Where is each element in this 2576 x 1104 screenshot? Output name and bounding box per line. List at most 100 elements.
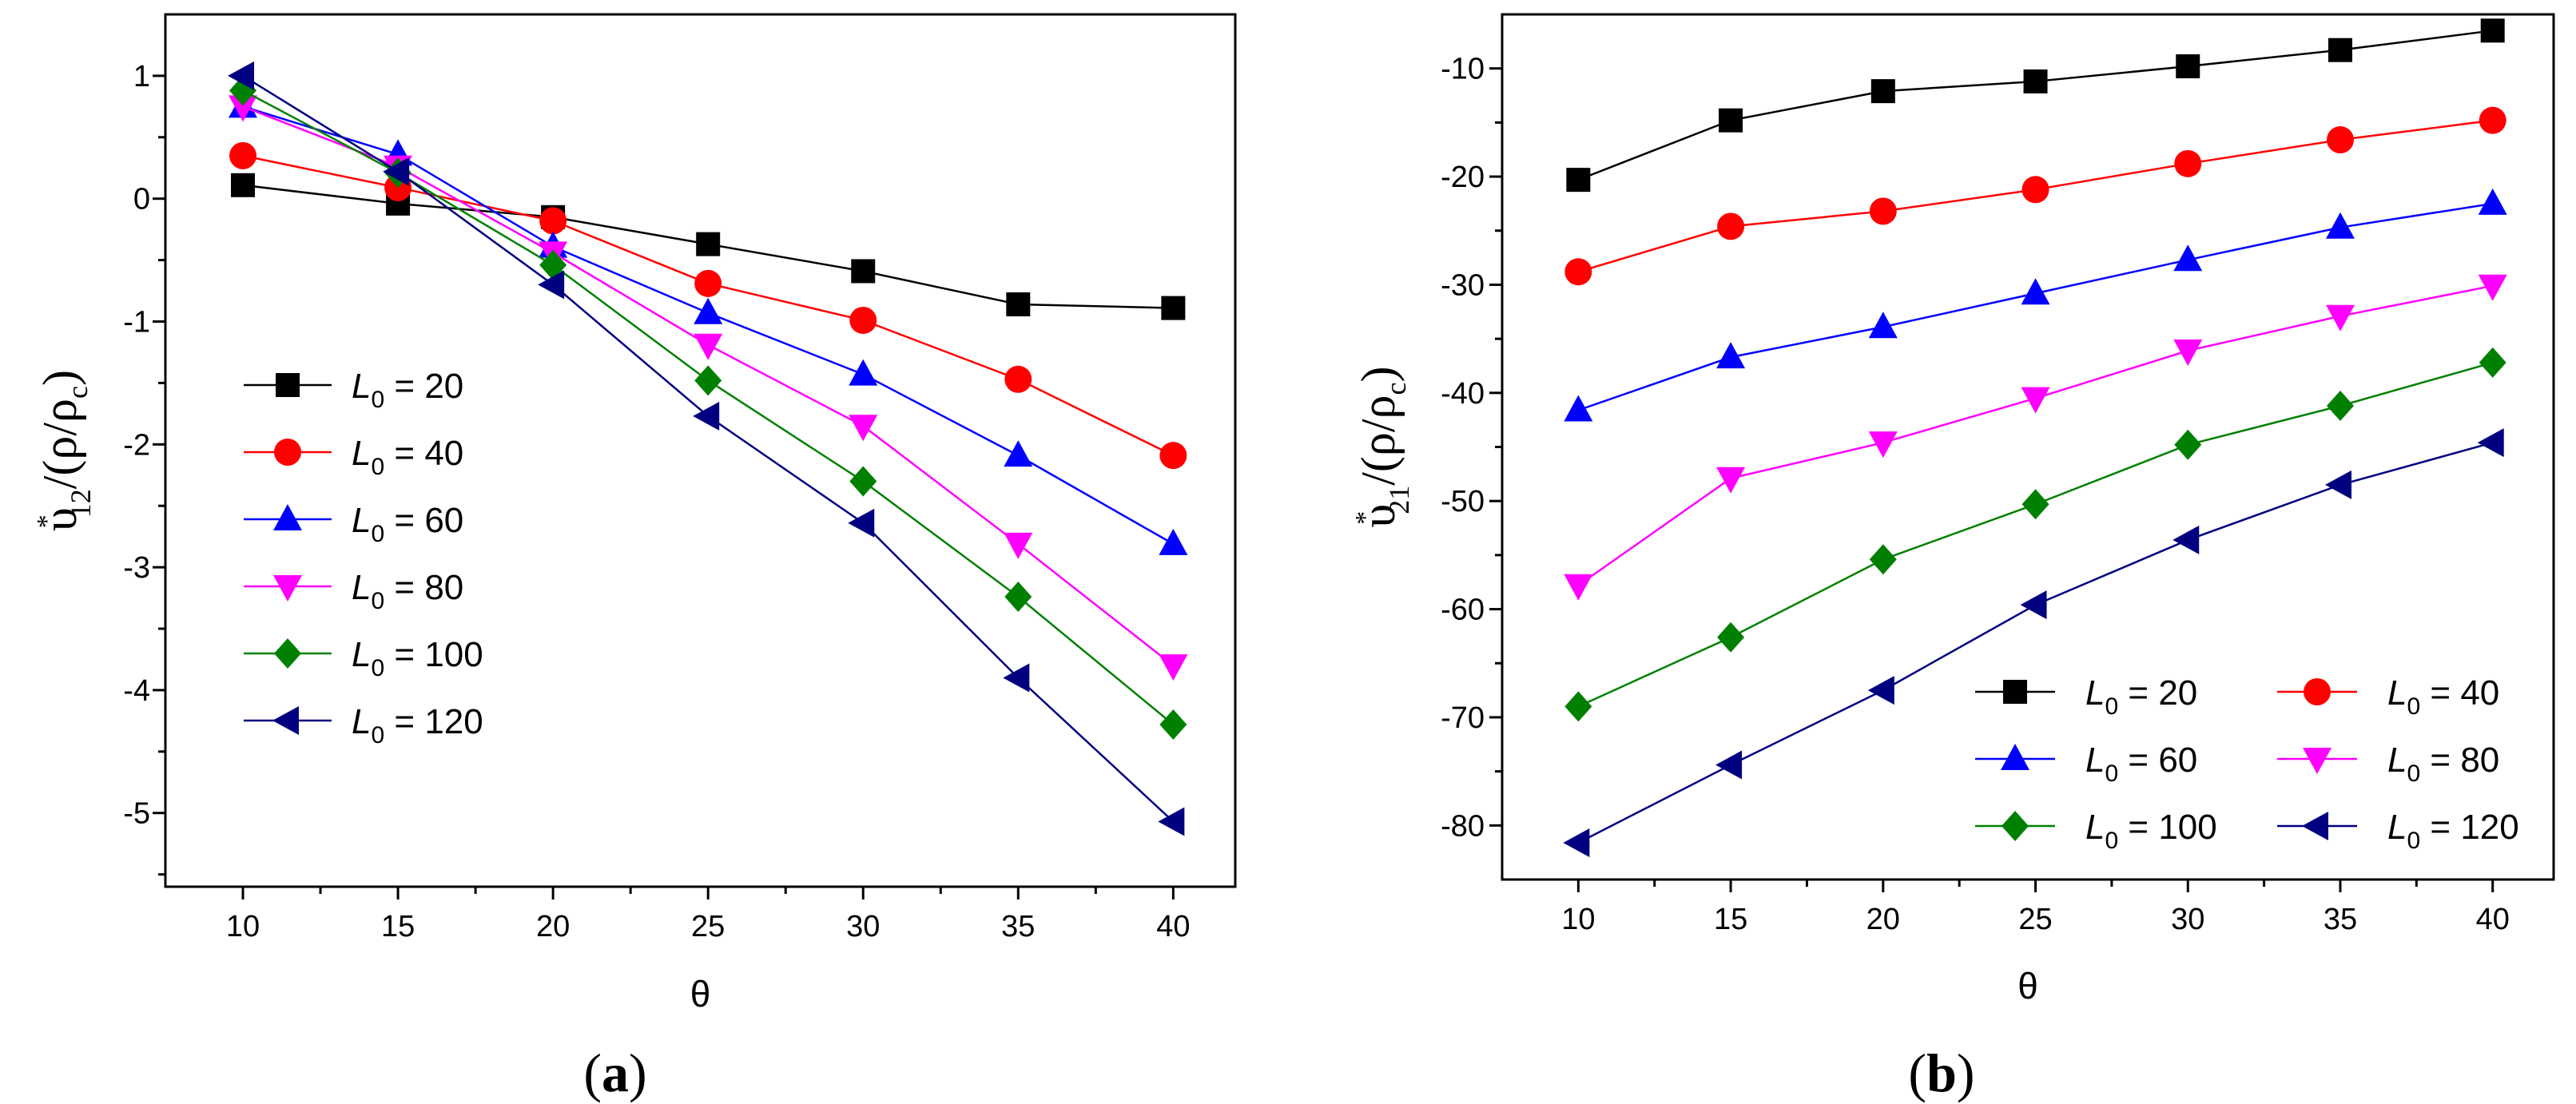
panel-b-data-point <box>1719 108 1743 133</box>
panel-b-data-point <box>2478 188 2507 215</box>
panel-b-data-point <box>2021 489 2049 520</box>
panel-b-legend: L0 = 20 L0 = 40 L0 = 60 L0 = 80 L0 = 100 L0 =… <box>1975 673 2519 854</box>
panel-b-data-point <box>1870 79 1895 104</box>
panel-a-data-point <box>229 95 258 122</box>
panel-b-x-tick-label: 25 <box>2018 903 2052 936</box>
panel-b-data-point <box>2326 391 2354 422</box>
panel-b-data-point <box>2324 470 2351 499</box>
panel-b-y-tick-label: -80 <box>1441 809 1485 843</box>
panel-a-data-point <box>539 249 567 280</box>
panel-a-data-point <box>694 297 723 324</box>
panel-a-y-tick-label: -3 <box>123 551 150 585</box>
panel-b-data-point <box>1564 574 1593 601</box>
panel-a-y-tick-label: -4 <box>123 674 150 708</box>
panel-b-legend-label: L0 = 40 <box>2387 673 2499 720</box>
panel-b-data-point <box>2325 212 2355 239</box>
panel-a-legend-entry: L0 = 60 <box>244 501 463 547</box>
panel-a-data-point <box>229 141 257 169</box>
panel-a-data-point <box>851 259 876 284</box>
panel-a-series-3 <box>229 91 1188 555</box>
panel-a-data-point <box>1004 365 1032 393</box>
panel-b-data-point <box>2176 54 2200 78</box>
panel-b-series-4 <box>1564 274 2507 601</box>
panel-b-data-point <box>2479 347 2506 378</box>
panel-b-y-tick-label: -10 <box>1441 53 1485 86</box>
panel-a-legend-marker <box>272 706 299 735</box>
panel-a-y-tick-label: -2 <box>123 428 150 462</box>
panel-a-series-line <box>242 74 1175 823</box>
panel-b-data-point <box>1867 676 1894 705</box>
panel-b-legend-entry: L0 = 60 <box>1975 741 2197 787</box>
panel-a-data-point <box>1158 807 1185 836</box>
panel-a-data-point <box>1159 442 1187 470</box>
panel-b-legend-entry: L0 = 40 <box>2277 673 2499 720</box>
panel-a-x-tick-label: 15 <box>381 910 415 943</box>
panel-b-series-3 <box>1564 188 2507 422</box>
panel-b-data-point <box>1717 621 1745 653</box>
panel-b-legend-marker <box>2302 812 2328 840</box>
panel-b-data-point <box>2173 244 2203 272</box>
panel-a-y-tick-label: 0 <box>133 183 150 216</box>
panel-b-series-line <box>1577 202 2493 411</box>
panel-b-data-point <box>2174 149 2202 177</box>
panel-b-series-5 <box>1564 347 2506 722</box>
panel-a-data-point <box>539 207 567 235</box>
panel-a-legend-label: L0 = 60 <box>352 501 463 547</box>
panel-a-x-tick-label: 10 <box>226 910 260 943</box>
panel-a-data-point <box>1006 292 1031 316</box>
panel-b-data-point <box>1716 342 1746 369</box>
panel-a-legend-marker <box>274 439 301 466</box>
panel-a-data-point <box>1004 440 1033 467</box>
panel-b-legend-label: L0 = 120 <box>2387 808 2519 854</box>
panel-b-data-point <box>2325 304 2355 332</box>
panel-a-data-point <box>228 61 255 90</box>
panel-b-y-tick-label: -30 <box>1441 268 1485 302</box>
panel-b-data-point <box>2023 69 2048 93</box>
panel-b-series-2 <box>1564 106 2506 286</box>
panel-b-data-point <box>1716 467 1746 494</box>
panel-b-series-6 <box>1563 428 2504 857</box>
panel-b-x-tick-label: 15 <box>1714 903 1747 936</box>
panel-a-legend-marker <box>276 373 300 397</box>
panel-a-data-point <box>849 359 878 386</box>
panel-b-legend-entry: L0 = 80 <box>2277 741 2499 787</box>
panel-a-series-1 <box>231 173 1186 320</box>
panel-a-data-point <box>849 415 878 442</box>
panel-b-legend-label: L0 = 100 <box>2085 808 2217 854</box>
panel-b-legend-marker <box>2001 744 2029 770</box>
panel-a-series-6 <box>228 61 1185 836</box>
panel-a-x-tick-label: 35 <box>1001 910 1035 943</box>
panel-a-data-point <box>1004 582 1032 613</box>
panel-b-data-point <box>2326 126 2354 154</box>
panel-b-data-point <box>1563 828 1590 857</box>
panel-b-data-point <box>2173 525 2200 554</box>
panel-b-data-point <box>1715 750 1743 780</box>
panel-a-data-point <box>848 508 875 538</box>
panel-b-x-tick-label: 10 <box>1561 903 1595 936</box>
panel-b-data-point <box>2021 176 2049 204</box>
panel-a-legend-entry: L0 = 40 <box>244 434 463 480</box>
panel-b-y-axis-label: υ*21/(ρ/ρc) <box>1350 367 1415 528</box>
panel-a-y-tick-label: -5 <box>123 797 150 831</box>
panel-b-data-point <box>1564 258 1592 286</box>
panel-b-x-tick-label: 35 <box>2324 903 2357 936</box>
panel-b-legend-entry: L0 = 100 <box>1975 808 2217 854</box>
panel-a-y-axis-label: υ*12/(ρ/ρc) <box>32 370 97 531</box>
panel-b-chart: 10 15 20 25 30 35 40 -10 -20 -30 -40 -50 -60 -70 -80 θ υ… <box>1350 13 2555 1103</box>
panel-b-legend-marker <box>2003 680 2027 704</box>
panel-b-legend-entry: L0 = 120 <box>2277 808 2519 854</box>
panel-a-x-tick-label: 40 <box>1156 910 1190 943</box>
panel-b-legend-marker <box>2303 748 2332 774</box>
panel-a-data-point <box>849 306 877 334</box>
panel-a-data-point <box>1003 663 1030 693</box>
panel-a-data-point <box>694 333 723 360</box>
panel-b-data-point <box>2173 340 2203 367</box>
panel-b-x-tick-label: 20 <box>1866 903 1900 936</box>
panel-b-series-1 <box>1566 18 2505 193</box>
panel-a-legend-label: L0 = 20 <box>352 367 463 413</box>
panel-a-plot-frame <box>164 13 1237 888</box>
panel-a-data-point <box>1159 709 1187 740</box>
panel-a-legend-entry: L0 = 100 <box>244 635 483 681</box>
